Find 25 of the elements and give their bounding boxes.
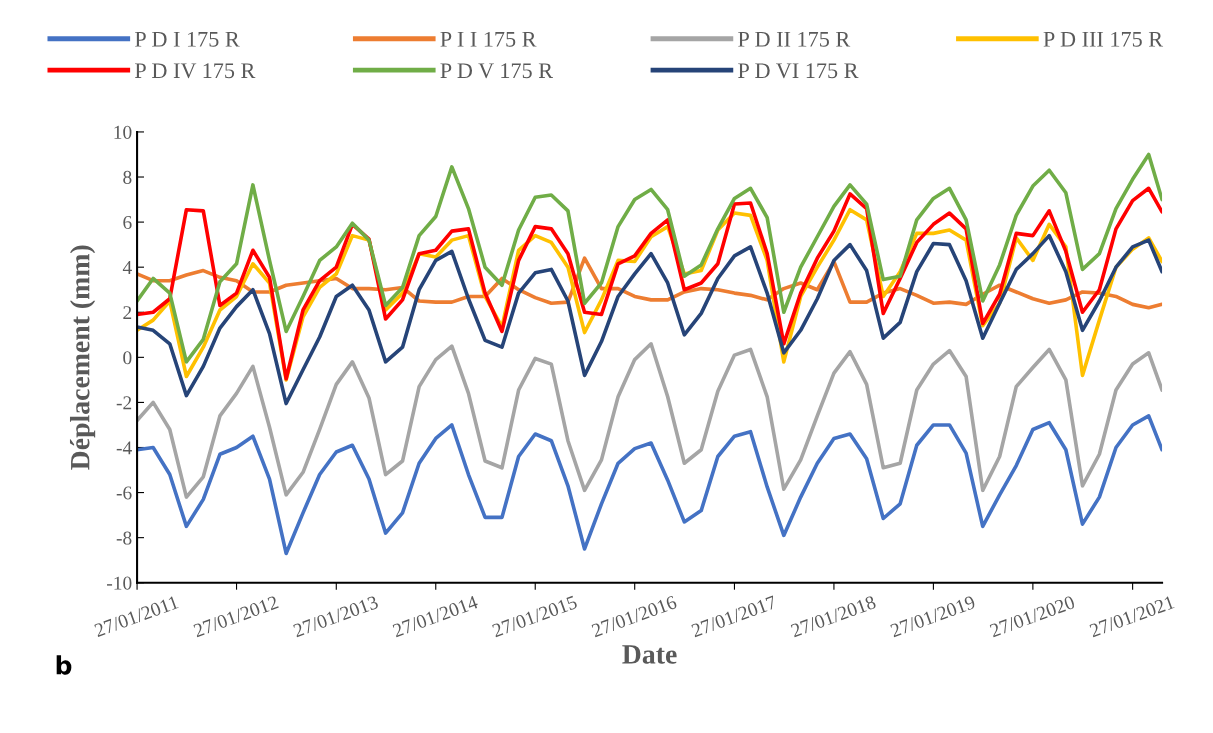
legend-label: P D I 175 R: [135, 31, 240, 47]
y-tick-label: -6: [116, 486, 132, 500]
y-tick-label: 8: [123, 170, 132, 184]
y-tick-label: 6: [123, 215, 132, 230]
legend-label: P I I 175 R: [440, 31, 537, 47]
legend-label: P D II 175 R: [738, 31, 851, 47]
y-tick-label: -8: [116, 531, 132, 545]
y-tick-label: 0: [123, 351, 132, 365]
x-axis-title: Date: [622, 645, 677, 664]
legend-label: P D III 175 R: [1043, 31, 1164, 47]
y-tick-label: -4: [116, 441, 132, 455]
line-series: [137, 152, 1163, 364]
line-series: [137, 342, 1163, 499]
y-tick-label: 10: [114, 125, 132, 139]
legend-label: P D IV 175 R: [135, 63, 256, 79]
y-tick-label: -10: [107, 576, 132, 590]
y-tick-label: 4: [122, 261, 132, 274]
y-axis-title: Déplacement (mm): [69, 245, 96, 470]
text: b: [56, 655, 72, 675]
line-series: [137, 233, 1163, 406]
line-series: [137, 414, 1163, 556]
legend-label: P D V 175 R: [440, 63, 553, 79]
y-tick-label: 2: [123, 306, 132, 319]
legend-label: P D VI 175 R: [738, 63, 859, 79]
y-tick-label: -2: [116, 396, 132, 410]
